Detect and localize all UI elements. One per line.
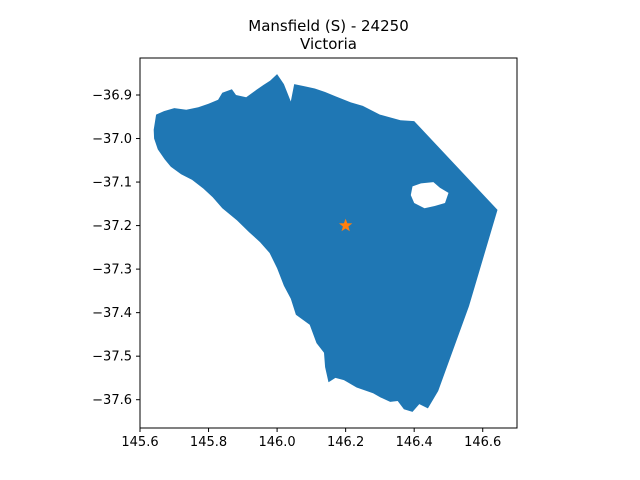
map-subtitle: Victoria (300, 35, 357, 53)
x-tick-label: 146.6 (464, 435, 501, 450)
map-title: Mansfield (S) - 24250 (248, 17, 408, 35)
x-tick-label: 146.0 (258, 435, 295, 450)
x-axis: 145.6 145.8 146.0 146.2 146.4 146.6 (121, 428, 501, 450)
axes-frame (139, 57, 518, 429)
y-tick-label: −37.1 (92, 176, 132, 191)
location-marker-star (339, 218, 353, 232)
y-tick-label: −37.5 (92, 350, 132, 365)
region-shape (153, 74, 498, 412)
y-tick-label: −37.0 (92, 132, 132, 147)
y-axis: −36.9 −37.0 −37.1 −37.2 −37.3 −37.4 −37.5 −37.6 (92, 89, 140, 408)
y-tick-label: −37.2 (92, 219, 132, 234)
y-tick-label: −37.6 (92, 393, 132, 408)
x-tick-label: 146.4 (396, 435, 433, 450)
y-tick-label: −37.4 (92, 306, 132, 321)
y-tick-label: −37.3 (92, 263, 132, 278)
x-tick-label: 146.2 (327, 435, 364, 450)
y-tick-label: −36.9 (92, 89, 132, 104)
x-tick-label: 145.6 (121, 435, 158, 450)
x-tick-label: 145.8 (190, 435, 227, 450)
